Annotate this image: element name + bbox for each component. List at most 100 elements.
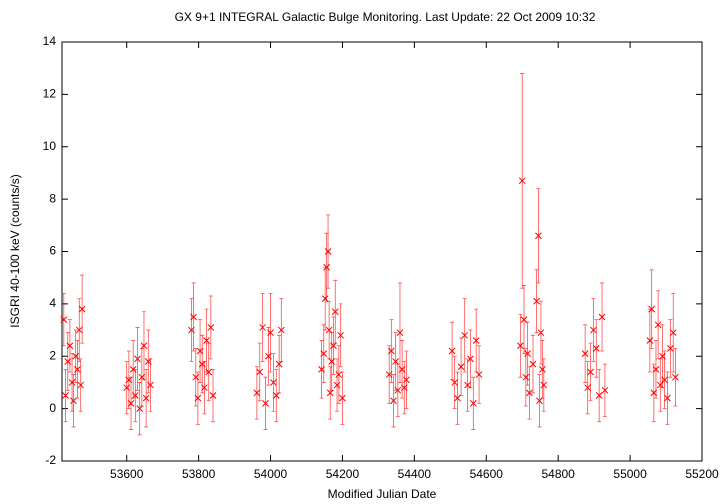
point [77,381,85,389]
point [648,305,656,313]
point [535,232,542,240]
point [75,326,83,334]
point [584,384,592,392]
point [457,363,465,371]
point [320,350,328,357]
point [475,371,483,378]
point [451,379,458,386]
y-axis-label: ISGRI 40-100 keV (counts/s) [8,174,22,327]
point [74,365,81,373]
point [396,329,404,337]
point [533,297,540,305]
point [331,308,339,316]
point [652,365,660,373]
point [518,177,526,185]
y-tick-label: 14 [43,34,57,48]
point [277,326,285,334]
point [205,368,213,376]
point [253,389,261,397]
point [127,400,135,407]
y-tick-label: -2 [45,453,56,467]
point [321,295,329,302]
x-tick-label: 54800 [541,467,575,481]
point [339,394,346,402]
point [587,368,594,376]
point [326,389,334,397]
point [66,342,74,350]
x-tick-label: 54000 [254,467,288,481]
x-tick-label: 55000 [613,467,647,481]
point [209,392,217,399]
point [581,350,589,357]
y-tick-label: 8 [49,191,56,205]
point [70,397,77,405]
point [259,324,266,331]
point [256,368,264,376]
point [324,248,332,255]
point [68,379,76,386]
point [190,313,197,321]
x-tick-label: 53600 [110,467,144,481]
point [403,376,410,384]
point [524,350,531,357]
x-tick-label: 53800 [182,467,216,481]
chart-title: GX 9+1 INTEGRAL Galactic Bulge Monitorin… [175,10,596,24]
point [207,324,215,331]
point [539,365,546,373]
point [661,376,668,384]
point [203,337,210,344]
point [201,384,208,392]
point [664,394,671,402]
y-tick-label: 6 [49,244,56,258]
point [337,331,345,339]
point [598,313,606,321]
point [520,316,528,323]
y-tick-label: 12 [43,87,57,101]
point [60,316,68,323]
x-tick-label: 54600 [470,467,504,481]
point [323,263,330,271]
point [262,400,269,407]
point [529,360,537,368]
x-axis-label: Modified Julian Date [328,487,437,501]
point [469,400,477,407]
point [330,342,337,350]
point [461,331,469,339]
y-tick-label: 10 [43,139,57,153]
point [667,345,674,352]
point [540,381,548,389]
point [601,386,609,394]
point [272,392,280,399]
point [448,347,456,355]
y-tick-label: 0 [49,401,56,415]
point [590,326,597,334]
point [595,392,603,399]
point [147,381,154,389]
point [669,329,677,337]
point [672,373,679,381]
point [592,345,600,352]
point [472,337,480,344]
point [275,360,283,368]
point [131,392,139,399]
point [270,379,277,386]
y-tick-label: 4 [49,296,56,310]
point [140,342,148,350]
point [267,329,274,337]
point [387,347,395,355]
point [325,326,333,334]
x-tick-label: 54400 [398,467,432,481]
point [526,389,533,397]
point [454,394,461,402]
point [335,371,343,378]
point [194,394,202,402]
point [654,321,662,329]
point [134,355,141,363]
point [517,342,524,350]
plot-frame [61,41,703,462]
point [394,386,402,394]
point [136,405,144,412]
x-tick-label: 55200 [685,467,719,481]
point [464,381,471,389]
